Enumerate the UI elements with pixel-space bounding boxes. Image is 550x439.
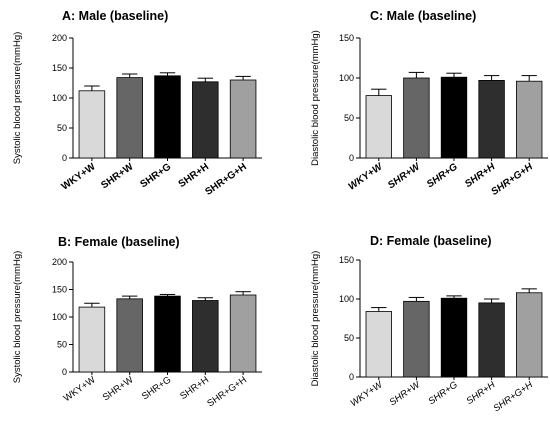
x-tick-label: SHR+W [387,379,422,408]
x-tick-label: WKY+W [349,379,386,409]
y-tick-label: 0 [62,153,67,163]
x-tick-label: SHR+G [426,379,459,407]
y-tick-label: 150 [339,255,354,265]
y-tick-label: 0 [62,367,67,377]
y-axis-label: Systolic blood pressure(mmHg) [12,251,23,384]
bar-shr-g [440,76,468,159]
bar-shr-g-h [229,294,257,373]
bar-shr-w [116,77,143,159]
bar-wky-w [78,306,106,373]
y-tick-label: 50 [57,340,67,350]
y-tick-label: 100 [339,294,354,304]
x-tick-label: SHR+H [464,379,497,407]
y-axis-label: Systolic blood pressure(mmHg) [12,32,23,165]
bar-shr-g [440,297,468,378]
x-tick-label: SHR+G+H [491,379,535,414]
chart-title: C: Male (baseline) [370,9,476,23]
bar-wky-w [365,95,392,159]
y-tick-label: 150 [52,285,67,295]
y-tick-label: 50 [57,123,67,133]
y-axis-label: Diastolic blood pressure(mmHg) [310,251,321,387]
y-tick-label: 50 [344,113,354,123]
bar-wky-w [78,90,106,159]
bar-shr-w [403,300,430,378]
chart-title: B: Female (baseline) [58,235,180,249]
y-tick-label: 150 [339,33,354,43]
y-tick-label: 200 [52,257,67,267]
y-tick-label: 100 [339,73,354,83]
bar-shr-w [116,298,143,373]
y-tick-label: 100 [52,312,67,322]
y-tick-label: 150 [52,63,67,73]
chart-title: A: Male (baseline) [62,9,168,23]
bar-shr-h [478,302,505,378]
bar-shr-h [192,81,219,159]
y-tick-label: 50 [344,333,354,343]
bar-shr-h [192,300,219,373]
chart-title: D: Female (baseline) [370,234,492,248]
y-tick-label: 200 [52,33,67,43]
bar-shr-g [154,75,181,159]
bar-wky-w [365,311,392,378]
bar-shr-w [403,77,430,159]
y-tick-label: 100 [52,93,67,103]
y-axis-label: Diastolic blood pressure(mmHg) [310,30,321,166]
bar-shr-g-h [229,79,257,159]
y-tick-label: 0 [349,372,354,382]
y-tick-label: 0 [349,153,354,163]
bar-shr-g-h [516,292,543,378]
